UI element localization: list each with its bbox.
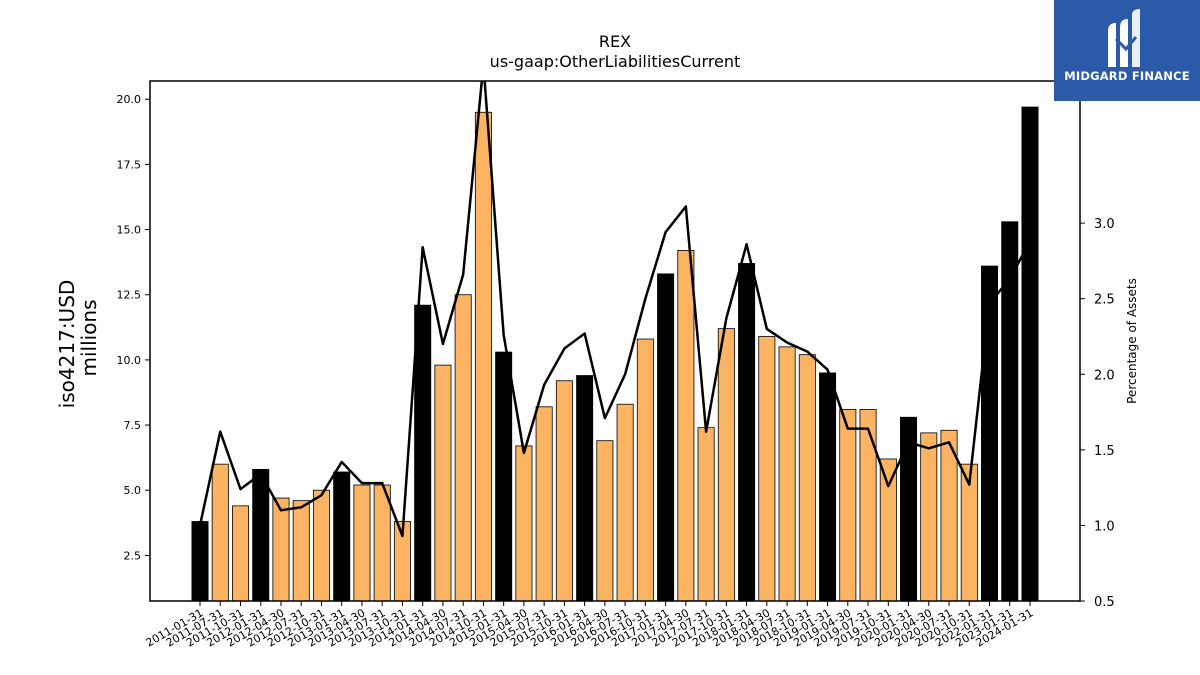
bar-2018-10-31	[798, 354, 816, 601]
bar-2018-04-30	[758, 336, 776, 601]
y-tick-label: 5.0	[124, 484, 142, 497]
y-tick-label: 17.5	[117, 158, 142, 171]
bar-2019-01-31	[819, 372, 837, 601]
brand-logo-text: MIDGARD FINANCE	[1064, 69, 1190, 83]
chart-title: REX	[598, 32, 632, 51]
bar-2014-01-31	[414, 304, 432, 601]
plot-frame	[149, 80, 1081, 602]
y2-tick-label: 2.5	[1094, 293, 1115, 308]
bar-2017-10-31	[717, 328, 735, 601]
bar-2015-07-31	[535, 406, 553, 601]
y2-tick-label: 2.0	[1094, 368, 1115, 383]
y-tick-label: 7.5	[124, 419, 142, 432]
y2-tick-label: 1.5	[1094, 444, 1115, 459]
y2-tick-label: 0.5	[1094, 595, 1115, 610]
y-axis-label-left-line2: millions	[77, 299, 101, 376]
bar-2015-01-31	[495, 351, 513, 601]
bar-2011-10-31	[231, 505, 249, 601]
y-tick-label: 15.0	[117, 224, 142, 237]
pct-assets-line	[198, 81, 1032, 538]
bar-2018-01-31	[738, 263, 756, 601]
y-axis-label-left-line1: iso4217:USD	[55, 280, 79, 409]
bar-2017-04-30	[677, 250, 695, 601]
bar-2012-10-31	[312, 489, 330, 601]
bar-2016-04-30	[596, 440, 614, 601]
bar-2012-04-30	[272, 497, 290, 601]
bar-2014-10-31	[474, 111, 492, 601]
bars-layer	[191, 106, 1039, 601]
bar-2023-01-31	[1001, 221, 1019, 601]
bar-2020-10-31	[960, 463, 978, 601]
bar-2012-01-31	[252, 468, 270, 601]
bar-2024-01-31	[1021, 106, 1039, 601]
labels-layer: iso4217:USD millions Percentage of Asset…	[55, 278, 1139, 408]
bar-2019-07-31	[859, 409, 877, 601]
bar-2019-04-30	[839, 409, 857, 601]
bar-2012-07-31	[292, 500, 310, 601]
y2-tick-label: 3.0	[1094, 217, 1115, 232]
bar-2015-04-30	[515, 445, 533, 601]
y-tick-label: 2.5	[124, 549, 142, 562]
bar-2015-10-31	[555, 380, 573, 601]
bar-2016-10-31	[636, 338, 654, 601]
bar-2019-10-31	[879, 458, 897, 601]
line-layer	[198, 81, 1032, 538]
y-tick-label: 12.5	[117, 289, 142, 302]
bar-2020-04-30	[920, 432, 938, 601]
bar-2017-07-31	[697, 427, 715, 601]
y-axis-label-right: Percentage of Assets	[1125, 278, 1139, 404]
bar-2014-04-30	[434, 364, 452, 601]
midgard-logo-icon	[1108, 9, 1140, 67]
y2-tick-label: 1.0	[1094, 519, 1115, 534]
bar-2022-01-31	[981, 265, 999, 601]
bar-2011-01-31	[191, 521, 209, 601]
bar-2013-04-30	[353, 484, 371, 601]
bar-2016-07-31	[616, 403, 634, 601]
bar-2013-01-31	[333, 471, 351, 601]
bar-2014-07-31	[454, 294, 472, 601]
bar-2011-07-31	[211, 463, 229, 601]
y-tick-label: 20.0	[117, 93, 142, 106]
bar-2018-07-31	[778, 346, 796, 601]
brand-logo: MIDGARD FINANCE	[1054, 0, 1200, 101]
bar-2016-01-31	[576, 375, 594, 601]
bar-2017-01-31	[657, 273, 675, 601]
bar-2013-07-31	[373, 484, 391, 601]
y-tick-label: 10.0	[117, 354, 142, 367]
chart-subtitle: us-gaap:OtherLiabilitiesCurrent	[489, 52, 741, 71]
